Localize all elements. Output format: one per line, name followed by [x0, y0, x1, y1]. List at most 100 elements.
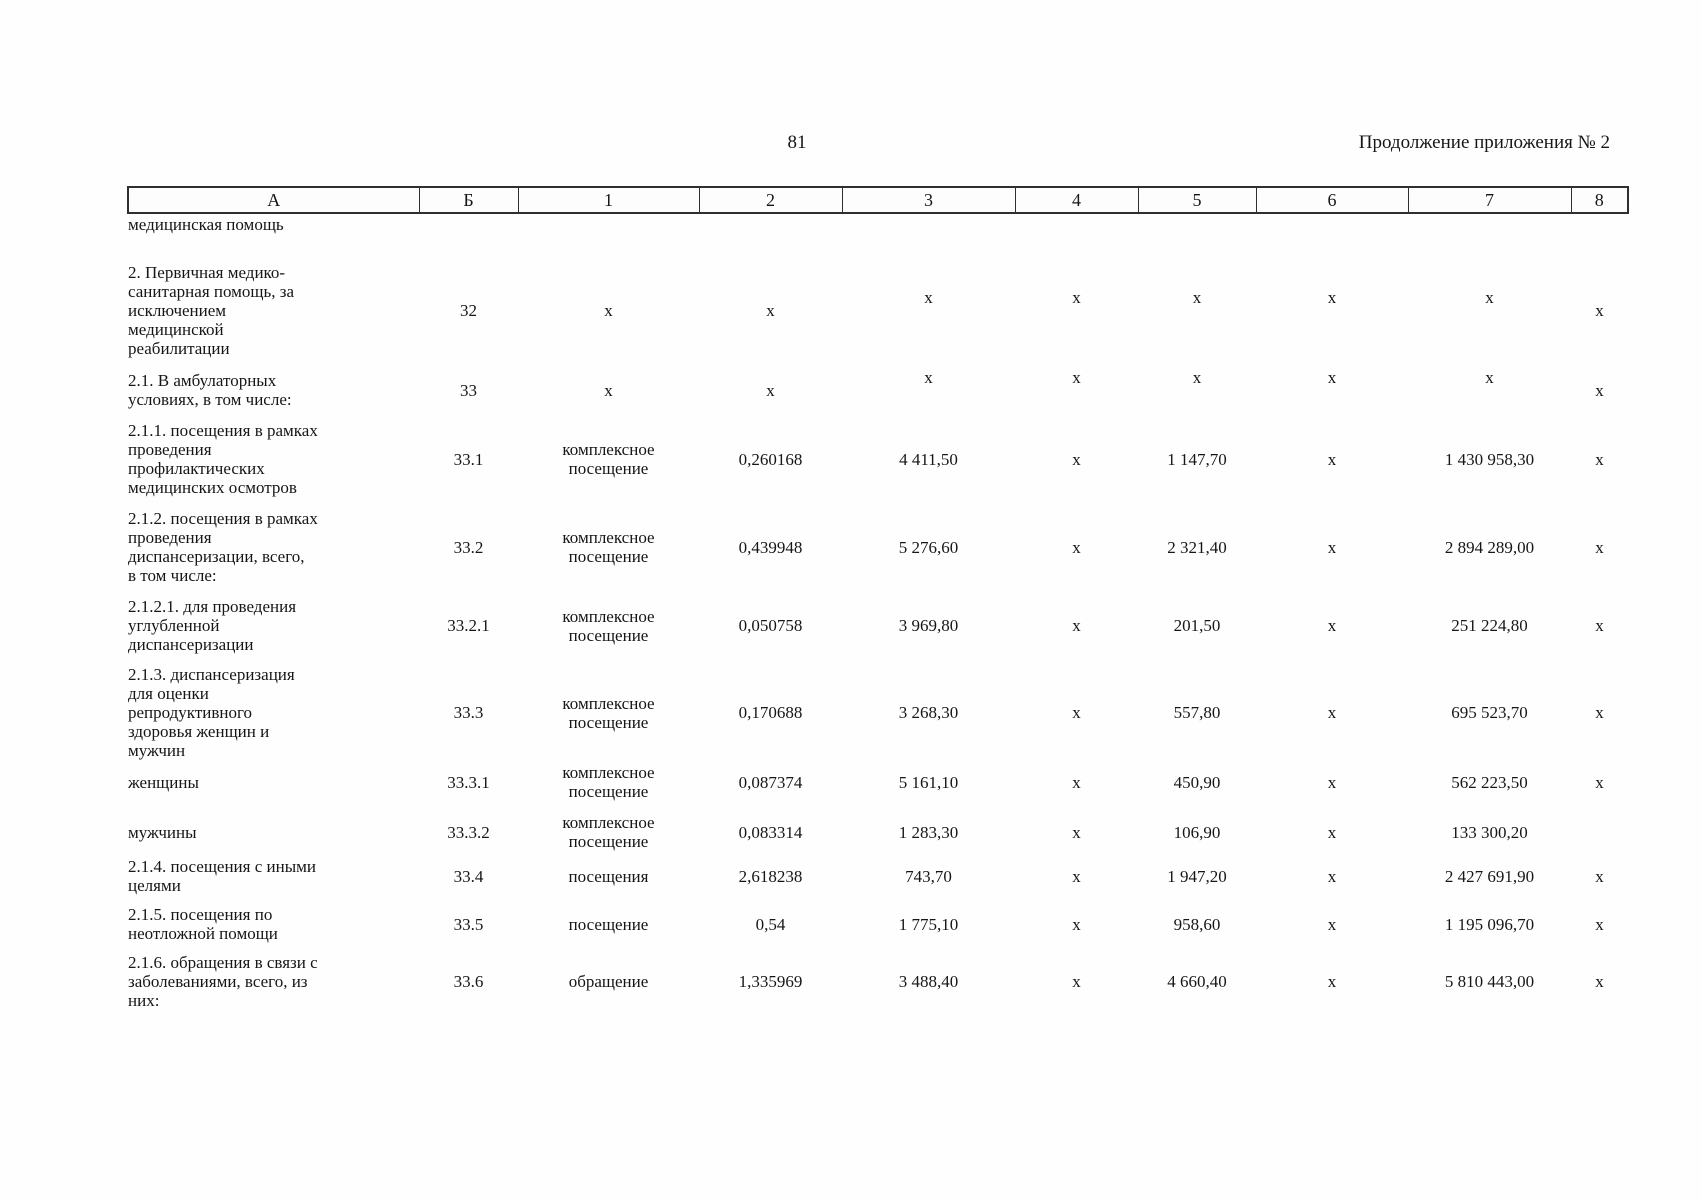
table-cell-col-2: 0,170688: [738, 703, 803, 722]
table-cell-col-2: [699, 213, 842, 263]
table-cell-col-4: х: [1072, 703, 1081, 722]
table-cell-col-8: х: [1595, 537, 1604, 557]
column-header-3: 3: [841, 186, 1016, 214]
table-cell-col-6: х: [1327, 703, 1337, 722]
table-cell-col-7: 5 810 443,00: [1444, 972, 1535, 991]
row-label-cell: 2.1.4. посещения с иными целями: [128, 857, 316, 895]
column-header-2: 2: [698, 186, 843, 214]
table-cell-col-2: 0,050758: [738, 616, 803, 635]
table-cell-col-7: 562 223,50: [1451, 772, 1528, 792]
table-cell-col-Б: 32: [460, 301, 477, 320]
table-cell-col-2: 0,260168: [738, 449, 803, 469]
table-cell-col-6: х: [1327, 822, 1337, 842]
table-cell-col-4: х: [1072, 866, 1081, 886]
table-cell-col-5: 557,80: [1173, 703, 1221, 722]
table-cell-col-8: х: [1595, 449, 1604, 469]
column-header-1: 1: [517, 186, 700, 214]
table-cell-col-1: комплексное посещение: [562, 763, 655, 801]
table-row: 2.1.3. диспансеризация для оценки репрод…: [128, 665, 1628, 763]
page-number: 81: [787, 132, 807, 153]
table-cell-col-Б: 33.3: [453, 703, 484, 722]
table-cell-col-3: х: [924, 367, 933, 387]
table-cell-col-6: х: [1327, 914, 1337, 934]
appendix-continuation-label: Продолжение приложения № 2: [1358, 132, 1610, 153]
table-cell-col-8: х: [1595, 301, 1604, 320]
table-cell-col-Б: 33.6: [453, 972, 484, 991]
table-cell-col-3: х: [924, 288, 933, 307]
table-cell-col-3: 3 268,30: [898, 703, 959, 722]
table-cell-col-6: х: [1327, 288, 1337, 307]
table-cell-col-1: комплексное посещение: [562, 813, 655, 851]
table-cell-col-6: х: [1327, 972, 1337, 991]
table-cell-col-1: [518, 213, 699, 263]
table-body: медицинская помощь 2. Первичная медико- с…: [128, 213, 1628, 1013]
table-cell-col-3: [842, 213, 1015, 263]
table-cell-col-4: [1015, 213, 1138, 263]
table-cell-col-4: х: [1072, 616, 1081, 635]
table-cell-col-8: х: [1595, 772, 1604, 792]
table-cell-col-5: 106,90: [1173, 822, 1221, 842]
column-header-4: 4: [1014, 186, 1139, 214]
table-cell-col-4: х: [1072, 288, 1081, 307]
table-cell-col-Б: 33: [460, 380, 477, 400]
column-header-5: 5: [1137, 186, 1257, 214]
table-cell-col-6: х: [1327, 449, 1337, 469]
table-cell-col-5: [1138, 213, 1256, 263]
table-cell-col-3: 5 161,10: [898, 772, 959, 792]
table-cell-col-7: 133 300,20: [1451, 822, 1528, 842]
table-cell-col-1: комплексное посещение: [562, 528, 655, 566]
table-cell-col-1: х: [604, 380, 613, 400]
table-row: 2.1.5. посещения по неотложной помощи 33.…: [128, 905, 1628, 953]
table-cell-col-3: 1 283,30: [898, 822, 959, 842]
table-cell-col-2: 0,54: [755, 914, 786, 934]
table-cell-col-8: х: [1595, 616, 1604, 635]
row-label-cell: мужчины: [128, 822, 197, 842]
table-cell-col-5: х: [1192, 288, 1202, 307]
table-cell-col-8: [1571, 813, 1628, 857]
table-cell-col-6: х: [1327, 367, 1337, 387]
table-cell-col-1: посещения: [568, 866, 649, 886]
table-cell-col-4: х: [1072, 772, 1081, 792]
table-cell-col-3: 743,70: [905, 866, 952, 886]
table-cell-col-3: 1 775,10: [898, 914, 959, 934]
table-cell-col-2: 1,335969: [738, 972, 803, 991]
table-cell-col-7: х: [1485, 367, 1494, 387]
table-cell-col-Б: 33.2: [453, 537, 484, 557]
table-cell-col-Б: 33.3.1: [447, 772, 490, 792]
table-cell-col-Б: 33.2.1: [447, 616, 490, 635]
table-cell-col-7: 695 523,70: [1451, 703, 1528, 722]
table-cell-col-3: 3 488,40: [898, 972, 959, 991]
table-row: 2. Первичная медико- санитарная помощь, …: [128, 263, 1628, 371]
table-cell-col-3: 5 276,60: [898, 537, 959, 557]
table-cell-col-2: х: [766, 301, 775, 320]
table-cell-col-5: 450,90: [1173, 772, 1221, 792]
table-cell-col-7: 1 430 958,30: [1444, 449, 1535, 469]
table-row: медицинская помощь: [128, 213, 1628, 263]
table-cell-col-5: 1 147,70: [1167, 449, 1227, 469]
table-cell-col-Б: 33.4: [453, 866, 484, 886]
table-cell-col-Б: 33.5: [453, 914, 484, 934]
row-label-cell: 2.1.6. обращения в связи с заболеваниями…: [128, 953, 318, 1010]
table-row: мужчины 33.3.2 комплексное посещение 0,0833…: [128, 813, 1628, 857]
table-cell-col-7: 2 427 691,90: [1444, 866, 1535, 886]
table-cell-col-6: х: [1327, 866, 1337, 886]
table-cell-col-2: 0,083314: [738, 822, 803, 842]
row-label-cell: 2.1.2. посещения в рамках проведения дис…: [128, 509, 318, 585]
table-cell-col-8: х: [1595, 380, 1604, 400]
table-cell-col-Б: 33.3.2: [447, 822, 490, 842]
table-cell-col-2: х: [766, 380, 775, 400]
table-row: 2.1. В амбулаторных условиях, в том числ…: [128, 367, 1628, 421]
column-header-А: А: [127, 186, 420, 214]
table-cell-col-8: х: [1595, 972, 1604, 991]
table-cell-col-5: х: [1192, 367, 1202, 387]
table-row: 2.1.6. обращения в связи с заболеваниями…: [128, 953, 1628, 1013]
table-row: женщины 33.3.1 комплексное посещение 0,0873…: [128, 763, 1628, 813]
row-label-cell: 2.1. В амбулаторных условиях, в том числ…: [128, 371, 292, 409]
column-header-8: 8: [1570, 186, 1629, 214]
table-cell-col-2: 0,087374: [738, 772, 803, 792]
table-cell-col-1: комплексное посещение: [562, 440, 655, 478]
table-cell-col-4: х: [1072, 367, 1081, 387]
table-cell-col-7: 251 224,80: [1451, 616, 1528, 635]
column-header-Б: Б: [418, 186, 519, 214]
table-cell-col-5: 2 321,40: [1167, 537, 1227, 557]
